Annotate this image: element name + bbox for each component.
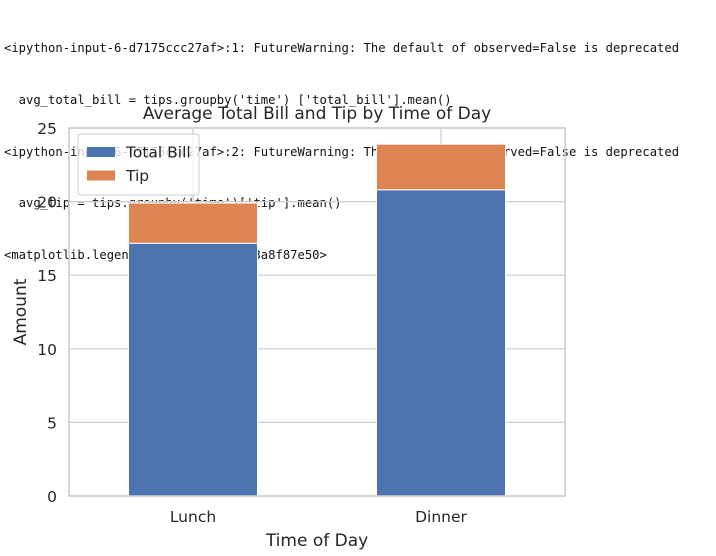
bar-total-bill-dinner	[376, 189, 506, 497]
y-axis-label: Amount	[11, 278, 31, 345]
x-axis-label: Time of Day	[265, 531, 368, 551]
y-tick-label: 25	[37, 120, 57, 138]
y-tick-labels: 0 5 10 15 20 25	[37, 120, 57, 506]
x-tick-label: Dinner	[415, 508, 467, 526]
y-tick-label: 5	[47, 414, 57, 432]
bar-tip-dinner	[376, 143, 506, 191]
legend-swatch-tip	[87, 170, 115, 181]
bar-tip-lunch	[128, 202, 258, 244]
x-tick-label: Lunch	[170, 508, 216, 526]
bar-total-bill-lunch	[128, 242, 258, 497]
chart-title: Average Total Bill and Tip by Time of Da…	[143, 104, 491, 124]
legend-label-tip: Tip	[125, 167, 149, 185]
y-tick-label: 20	[37, 194, 57, 212]
legend-swatch-total-bill	[87, 147, 115, 157]
plot-frame	[68, 127, 566, 497]
bars	[128, 143, 506, 497]
console-line: avg_total_bill = tips.groupby('time') ['…	[4, 93, 452, 107]
x-tick-labels: Lunch Dinner	[170, 508, 468, 526]
legend-label-total-bill: Total Bill	[125, 144, 191, 162]
console-line: <ipython-input-6-d7175ccc27af>:1: Future…	[4, 41, 680, 56]
y-tick-label: 0	[47, 488, 57, 506]
legend: Total Bill Tip	[77, 133, 200, 196]
y-tick-label: 15	[37, 267, 57, 285]
y-tick-label: 10	[37, 341, 57, 359]
